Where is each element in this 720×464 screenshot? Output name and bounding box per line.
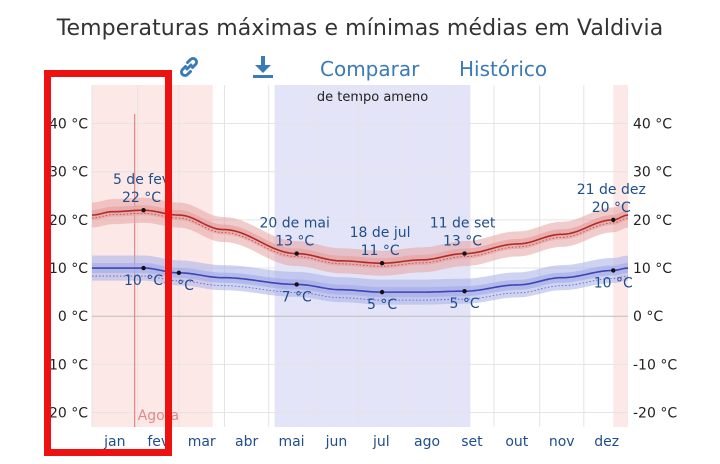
season-band-label: de tempo ameno (317, 90, 428, 105)
data-point-1 (141, 265, 146, 271)
annotation-date-5: 18 de jul (350, 225, 411, 241)
chart-toolbar: Comparar Histórico (0, 54, 720, 84)
y-tick-label-left: 10 °C (49, 261, 88, 277)
y-tick-label-left: -10 °C (44, 357, 88, 373)
x-tick-label-out: out (505, 434, 528, 450)
series-dotted-min (92, 275, 629, 301)
season-bands: de tempo ameno (92, 85, 628, 427)
y-tick-label-left: 40 °C (49, 117, 88, 133)
band-inner-max (92, 205, 628, 269)
y-tick-label-left: 30 °C (49, 165, 88, 181)
annotation-value-9: 20 °C (592, 200, 631, 216)
annotation-value-0: 22 °C (122, 190, 161, 206)
data-point-9 (611, 217, 616, 223)
axis-labels: jan fev mar abr mai jun jul ago set out nov dez -20 … (44, 117, 677, 450)
x-tick-label-jan: jan (103, 434, 125, 450)
season-band-1 (613, 85, 628, 427)
y-tick-label-right: 20 °C (633, 213, 672, 229)
y-tick-label-left: 20 °C (49, 213, 88, 229)
annotation-value-10: 10 °C (594, 275, 633, 291)
now-label: Agora (138, 408, 179, 424)
annotation-value-2: 9 °C (164, 278, 194, 294)
x-tick-label-jun: jun (325, 434, 348, 450)
x-tick-label-nov: nov (549, 434, 575, 450)
data-point-7 (462, 251, 467, 256)
y-tick-label-right: 10 °C (633, 261, 672, 277)
data-point-8 (462, 288, 467, 294)
y-tick-label-right: -20 °C (633, 406, 677, 422)
download-icon[interactable] (250, 54, 276, 80)
annotation-value-6: 5 °C (367, 297, 397, 313)
annotation-value-1: 10 °C (124, 273, 163, 289)
data-point-10 (611, 268, 616, 273)
annotation-value-3: 13 °C (275, 234, 314, 250)
annotation-date-0: 5 de fev (113, 172, 170, 188)
annotation-date-9: 21 de dez (577, 182, 646, 198)
series-dotted-max (91, 212, 629, 267)
x-tick-label-mai: mai (278, 434, 304, 450)
y-tick-label-left: 0 °C (58, 309, 88, 325)
x-tick-label-ago: ago (414, 434, 440, 450)
band-inner-min (92, 263, 628, 298)
x-tick-label-set: set (461, 434, 483, 450)
series-line-min (92, 267, 629, 293)
compare-link[interactable]: Comparar (320, 57, 420, 81)
annotation-value-8: 5 °C (449, 296, 479, 312)
data-point-3 (294, 251, 299, 256)
y-tick-label-right: 30 °C (633, 165, 672, 181)
x-tick-label-dez: dez (594, 434, 619, 450)
x-tick-label-fev: fev (147, 434, 169, 450)
annotation-date-3: 20 de mai (260, 216, 330, 232)
x-tick-label-jul: jul (372, 434, 390, 450)
data-point-0 (141, 208, 146, 213)
annotation-value-7: 13 °C (443, 234, 482, 250)
annotation-value-5: 11 °C (361, 243, 400, 259)
y-tick-label-right: -10 °C (633, 357, 677, 373)
y-tick-label-left: -20 °C (44, 406, 88, 422)
series-line-max (91, 209, 629, 265)
annotation-date-7: 11 de set (430, 216, 496, 232)
band-outer-max (92, 197, 628, 276)
link-icon[interactable] (176, 54, 202, 80)
y-tick-label-right: 40 °C (633, 117, 672, 133)
data-point-2 (176, 270, 182, 276)
data-point-5 (379, 261, 385, 266)
y-tick-label-right: 0 °C (633, 309, 663, 325)
x-tick-label-mar: mar (188, 434, 216, 450)
chart-title: Temperaturas máximas e mínimas médias em… (56, 16, 664, 41)
series-layer (91, 197, 629, 305)
data-point-6 (379, 289, 385, 295)
annotation-value-4: 7 °C (282, 289, 312, 305)
x-tick-label-abr: abr (235, 434, 258, 450)
history-link[interactable]: Histórico (459, 57, 548, 81)
data-point-4 (294, 282, 299, 287)
